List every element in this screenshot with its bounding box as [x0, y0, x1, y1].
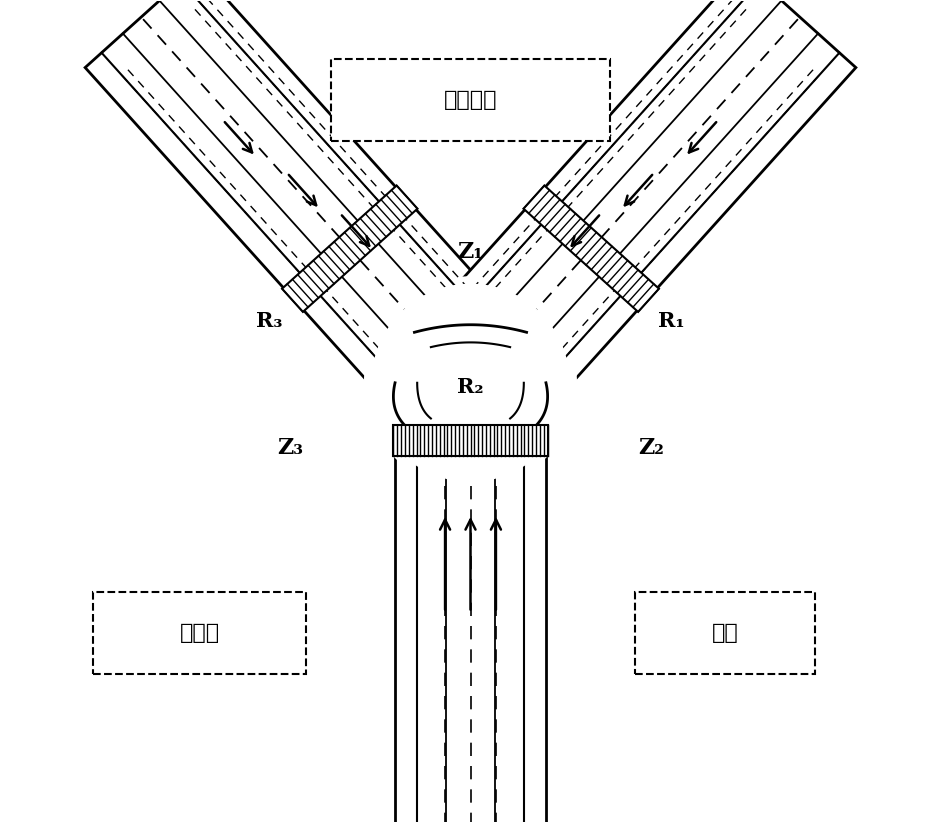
Polygon shape — [414, 0, 856, 433]
Text: 开发区: 开发区 — [180, 623, 220, 643]
Polygon shape — [282, 185, 418, 312]
Bar — [634, 592, 815, 674]
Polygon shape — [395, 383, 546, 823]
Text: Z₂: Z₂ — [638, 437, 664, 459]
Polygon shape — [523, 185, 659, 312]
Text: Z₁: Z₁ — [457, 240, 484, 263]
Circle shape — [372, 285, 569, 481]
Text: R₁: R₁ — [659, 311, 685, 331]
Text: R₂: R₂ — [457, 377, 484, 397]
Polygon shape — [364, 277, 577, 490]
Text: 林地: 林地 — [711, 623, 738, 643]
Polygon shape — [393, 425, 548, 456]
Bar — [331, 58, 610, 141]
Text: R₃: R₃ — [256, 311, 282, 331]
Text: 工业园区: 工业园区 — [444, 90, 497, 109]
Text: Z₃: Z₃ — [277, 437, 303, 459]
Bar — [93, 592, 307, 674]
Polygon shape — [85, 0, 527, 433]
